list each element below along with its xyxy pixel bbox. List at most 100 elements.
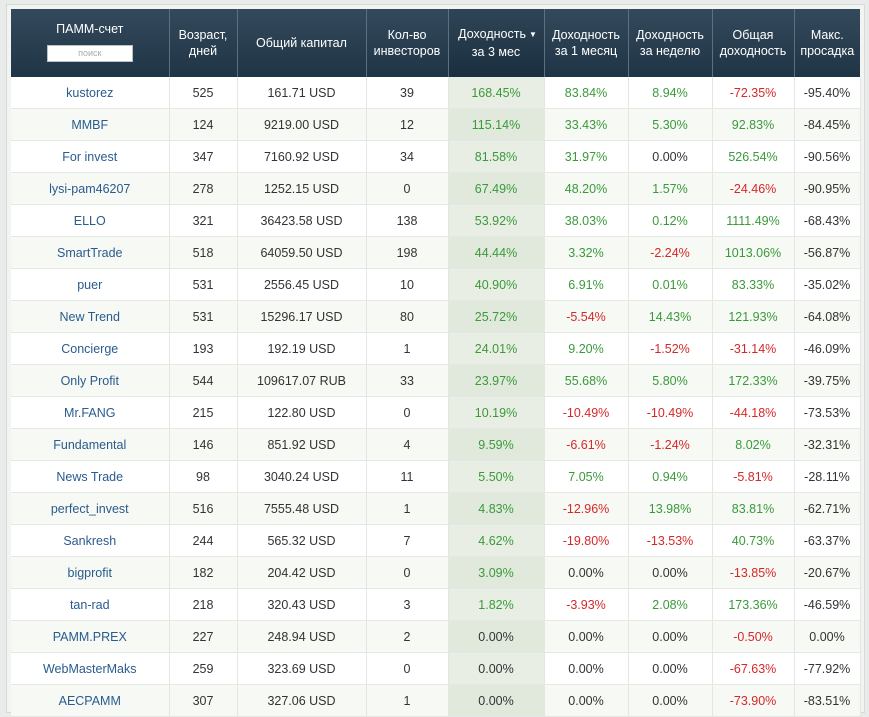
investors-cell: 33 [366,364,449,397]
column-header-capital[interactable]: Общий капитал [236,9,366,77]
table-row[interactable]: News Trade 98 3040.24 USD 11 5.50% 7.05% 0.94%… [11,460,861,493]
total-yield-cell: 1111.49% [712,204,795,237]
account-name-link[interactable]: puer [11,268,170,301]
age-cell: 244 [169,524,238,557]
age-cell: 259 [169,652,238,685]
account-name-link[interactable]: kustorez [11,77,170,109]
yield-3m-cell: 1.82% [448,588,545,621]
yield-1w-cell: 13.98% [628,492,713,525]
account-name-link[interactable]: News Trade [11,460,170,493]
table-row[interactable]: Mr.FANG 215 122.80 USD 0 10.19% -10.49% -10.49… [11,396,861,429]
capital-cell: 64059.50 USD [237,236,367,269]
column-header-yield-1w[interactable]: Доходность за неделю [627,9,712,77]
pamm-accounts-table: ПАММ-счет Возраст,дней Общий капитал Кол… [11,9,861,717]
column-header-max-drawdown[interactable]: Макс. просадка [793,9,860,77]
table-row[interactable]: Fundamental 146 851.92 USD 4 9.59% -6.61% -1.2… [11,428,861,461]
yield-1w-cell: 1.57% [628,172,713,205]
yield-1m-cell: 0.00% [544,652,629,685]
yield-1w-cell: -13.53% [628,524,713,557]
table-row[interactable]: tan-rad 218 320.43 USD 3 1.82% -3.93% 2.08% 173… [11,588,861,621]
investors-cell: 12 [366,108,449,141]
table-row[interactable]: New Trend 531 15296.17 USD 80 25.72% -5.54% 14… [11,300,861,333]
max-drawdown-cell: -20.67% [794,556,861,589]
yield-1m-cell: -3.93% [544,588,629,621]
yield-3m-cell: 5.50% [448,460,545,493]
max-drawdown-cell: -73.53% [794,396,861,429]
yield-1m-cell: 33.43% [544,108,629,141]
investors-cell: 0 [366,556,449,589]
total-yield-cell: -0.50% [712,620,795,653]
capital-cell: 2556.45 USD [237,268,367,301]
table-row[interactable]: Sankresh 244 565.32 USD 7 4.62% -19.80% -13.53… [11,524,861,557]
table-row[interactable]: ELLO 321 36423.58 USD 138 53.92% 38.03% 0.12% 1… [11,204,861,237]
account-name-link[interactable]: SmartTrade [11,236,170,269]
account-name-link[interactable]: Only Profit [11,364,170,397]
investors-cell: 0 [366,172,449,205]
table-row[interactable]: Only Profit 544 109617.07 RUB 33 23.97% 55.68… [11,364,861,397]
account-name-link[interactable]: perfect_invest [11,492,170,525]
capital-cell: 7160.92 USD [237,140,367,173]
account-name-link[interactable]: tan-rad [11,588,170,621]
table-row[interactable]: puer 531 2556.45 USD 10 40.90% 6.91% 0.01% 83.3… [11,268,861,301]
capital-cell: 320.43 USD [237,588,367,621]
yield-1w-cell: 0.12% [628,204,713,237]
column-header-age[interactable]: Возраст, дней [168,9,237,77]
yield-3m-cell: 23.97% [448,364,545,397]
sort-desc-icon: ▼ [528,30,537,39]
yield-1w-cell: -1.52% [628,332,713,365]
max-drawdown-cell: 0.00% [794,620,861,653]
max-drawdown-cell: -90.56% [794,140,861,173]
table-row[interactable]: SmartTrade 518 64059.50 USD 198 44.44% 3.32% -… [11,236,861,269]
age-cell: 525 [169,77,238,109]
account-name-link[interactable]: WebMasterMaks [11,652,170,685]
account-name-link[interactable]: Fundamental [11,428,170,461]
yield-1w-cell: -1.24% [628,428,713,461]
total-yield-cell: 172.33% [712,364,795,397]
table-row[interactable]: bigprofit 182 204.42 USD 0 3.09% 0.00% 0.00% -1… [11,556,861,589]
account-name-link[interactable]: PAMM.PREX [11,620,170,653]
table-row[interactable]: perfect_invest 516 7555.48 USD 1 4.83% -12.96… [11,492,861,525]
yield-3m-cell: 4.62% [448,524,545,557]
pamm-ratings-panel: ПАММ-счет Возраст,дней Общий капитал Кол… [6,4,865,717]
yield-1m-cell: 9.20% [544,332,629,365]
max-drawdown-cell: -46.59% [794,588,861,621]
yield-1w-cell: 5.30% [628,108,713,141]
account-name-link[interactable]: Concierge [11,332,170,365]
column-header-yield-1m[interactable]: Доходность за 1 месяц [543,9,628,77]
account-name-link[interactable]: For invest [11,140,170,173]
column-header-investors[interactable]: Кол-во инвесторов [365,9,448,77]
investors-cell: 1 [366,332,449,365]
table-row[interactable]: WebMasterMaks 259 323.69 USD 0 0.00% 0.00% 0.0… [11,652,861,685]
column-header-name[interactable]: ПАММ-счет [11,9,169,77]
table-row[interactable]: Concierge 193 192.19 USD 1 24.01% 9.20% -1.52%… [11,332,861,365]
max-drawdown-cell: -90.95% [794,172,861,205]
age-cell: 544 [169,364,238,397]
account-name-link[interactable]: Mr.FANG [11,396,170,429]
max-drawdown-cell: -77.92% [794,652,861,685]
column-header-total-yield[interactable]: Общая доходность [711,9,794,77]
account-name-link[interactable]: Sankresh [11,524,170,557]
investors-cell: 138 [366,204,449,237]
total-yield-cell: 121.93% [712,300,795,333]
account-name-link[interactable]: bigprofit [11,556,170,589]
search-input[interactable] [46,44,133,62]
account-name-link[interactable]: New Trend [11,300,170,333]
yield-1w-cell: 0.00% [628,620,713,653]
table-row[interactable]: MMBF 124 9219.00 USD 12 115.14% 33.43% 5.30% 92… [11,108,861,141]
yield-3m-cell: 0.00% [448,620,545,653]
table-row[interactable]: For invest 347 7160.92 USD 34 81.58% 31.97% 0.… [11,140,861,173]
column-header-yield-3m[interactable]: Доходность ▼ за 3 мес [447,9,544,77]
age-cell: 307 [169,684,238,717]
account-name-link[interactable]: MMBF [11,108,170,141]
account-name-link[interactable]: lysi-pam46207 [11,172,170,205]
table-row[interactable]: kustorez 525 161.71 USD 39 168.45% 83.84% 8.94… [11,77,861,109]
total-yield-cell: -67.63% [712,652,795,685]
age-cell: 193 [169,332,238,365]
yield-1w-cell: 0.00% [628,652,713,685]
account-name-link[interactable]: AECPAMM [11,684,170,717]
total-yield-cell: -44.18% [712,396,795,429]
table-row[interactable]: PAMM.PREX 227 248.94 USD 2 0.00% 0.00% 0.00% -0… [11,620,861,653]
account-name-link[interactable]: ELLO [11,204,170,237]
table-row[interactable]: lysi-pam46207 278 1252.15 USD 0 67.49% 48.20%… [11,172,861,205]
table-row[interactable]: AECPAMM 307 327.06 USD 1 0.00% 0.00% 0.00% -73.… [11,684,861,717]
